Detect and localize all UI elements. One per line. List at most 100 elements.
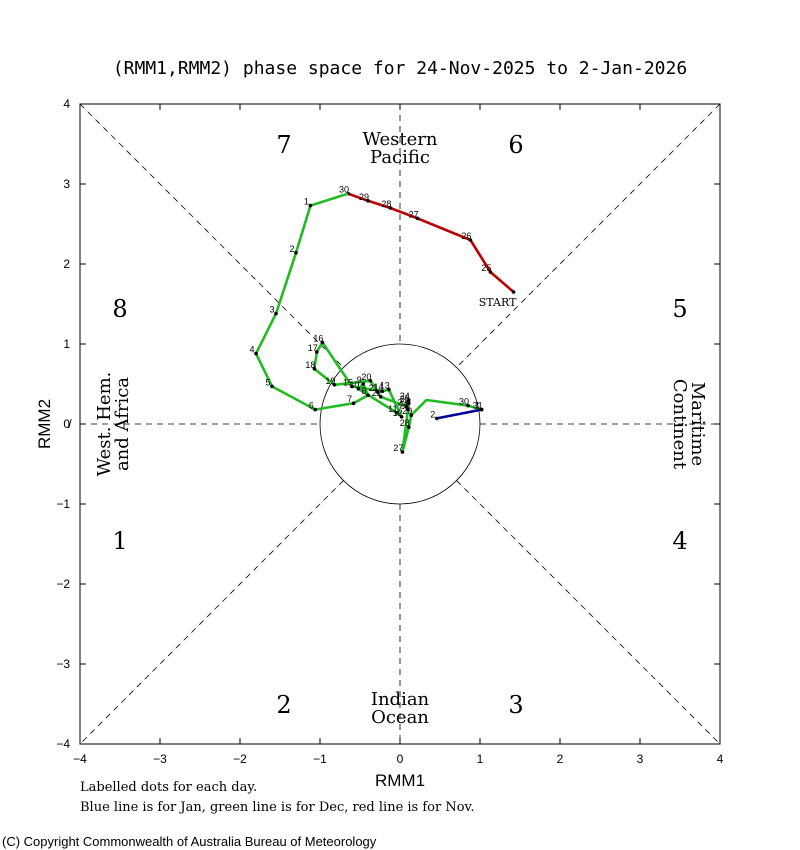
day-dot [274, 311, 278, 316]
day-dot [270, 384, 274, 389]
x-tick-label: 0 [397, 752, 404, 766]
y-tick-label: 2 [63, 257, 70, 271]
day-label: 28 [381, 199, 391, 209]
day-label: 14 [373, 382, 383, 392]
day-label: 27 [393, 443, 403, 453]
day-label: 17 [308, 343, 318, 353]
day-label: 25 [481, 263, 491, 273]
series-line-nov [347, 192, 515, 293]
phase-number-7: 7 [276, 131, 291, 159]
day-dot [320, 340, 325, 345]
region-label-maritime-continent: Maritime [687, 382, 708, 466]
day-dot [407, 401, 411, 406]
day-label: 26 [399, 401, 409, 411]
day-label: 28 [400, 418, 410, 428]
day-dot [388, 206, 393, 210]
day-label: 18 [305, 360, 315, 370]
copyright-notice: (C) Copyright Commonwealth of Australia … [2, 834, 377, 849]
phase-number-6: 6 [508, 131, 523, 159]
day-dot [294, 251, 298, 255]
day-dot [409, 413, 414, 418]
series-line-dec [254, 192, 482, 454]
day-dot [380, 389, 385, 394]
day-dot [315, 350, 319, 354]
day-label: 20 [361, 372, 371, 382]
region-label-west-hem-africa: and Africa [112, 377, 133, 471]
day-label: 5 [265, 377, 270, 387]
day-label: 2 [430, 409, 435, 419]
day-labels: START25262728293012345678910111213141516… [249, 185, 517, 453]
day-label: 15 [343, 377, 353, 387]
day-label: 16 [313, 333, 323, 343]
day-label: 24 [400, 391, 410, 401]
day-dot [351, 401, 356, 406]
region-label-indian-ocean: Indian [371, 689, 430, 710]
day-label: 19 [325, 376, 335, 386]
day-label: 29 [402, 406, 412, 416]
chart-title: (RMM1,RMM2) phase space for 24-Nov-2025 … [113, 58, 687, 79]
day-label: 2 [289, 244, 294, 254]
day-dot [356, 387, 361, 391]
day-dot [466, 403, 470, 408]
unit-circle [319, 343, 481, 505]
day-dot [435, 416, 439, 421]
day-label: 11 [388, 404, 397, 414]
day-label: 10 [349, 380, 359, 390]
day-label: 13 [380, 381, 390, 391]
day-dot [379, 395, 383, 399]
series-line-jan [436, 408, 482, 420]
diagonal-guide [456, 103, 721, 368]
day-dot [468, 238, 473, 242]
day-dot [366, 393, 370, 398]
day-label: 3 [269, 305, 274, 315]
diagonal-guide [456, 480, 721, 745]
day-dot [361, 382, 366, 386]
day-label: 23 [397, 397, 407, 407]
day-dot [511, 290, 516, 294]
x-tick-label: 2 [557, 752, 564, 766]
day-label: 4 [249, 345, 254, 355]
day-dot [254, 351, 258, 356]
y-tick-label: −3 [56, 657, 70, 671]
day-dot [312, 367, 317, 371]
day-label: 29 [359, 192, 369, 202]
day-dot [399, 415, 404, 419]
day-dot [313, 407, 318, 412]
y-tick-label: 4 [63, 97, 70, 111]
day-label: 7 [347, 394, 352, 404]
day-dot [375, 390, 380, 394]
day-label: 21 [369, 383, 379, 393]
day-label: 8 [361, 386, 366, 396]
phase-guides [79, 103, 721, 745]
x-axis-label: RMM1 [375, 771, 425, 790]
footnote-line-1: Labelled dots for each day. [80, 780, 258, 795]
day-dot [387, 387, 391, 392]
region-label-western-pacific: Pacific [370, 147, 430, 168]
day-dot [488, 270, 493, 274]
day-dot [407, 425, 411, 430]
day-dot [404, 404, 409, 409]
region-label-west-hem-africa: West. Hem. [94, 372, 115, 477]
phase-number-2: 2 [276, 691, 291, 719]
day-dot [308, 203, 313, 208]
diagonal-guide [79, 103, 344, 368]
series-lines [254, 191, 516, 454]
x-tick-label: −2 [233, 752, 247, 766]
region-label-western-pacific: Western [362, 129, 437, 150]
x-tick-label: 3 [637, 752, 644, 766]
day-dot [350, 384, 354, 389]
day-label: 6 [309, 401, 314, 411]
day-label: 26 [461, 231, 471, 241]
day-label: 27 [409, 209, 419, 219]
day-label: 30 [459, 397, 469, 407]
day-dot [407, 398, 411, 402]
region-label-indian-ocean: Ocean [371, 707, 429, 728]
diagonal-guide [79, 480, 344, 745]
y-tick-label: −4 [56, 737, 70, 751]
phase-number-5: 5 [672, 295, 687, 323]
phase-number-8: 8 [112, 295, 127, 323]
